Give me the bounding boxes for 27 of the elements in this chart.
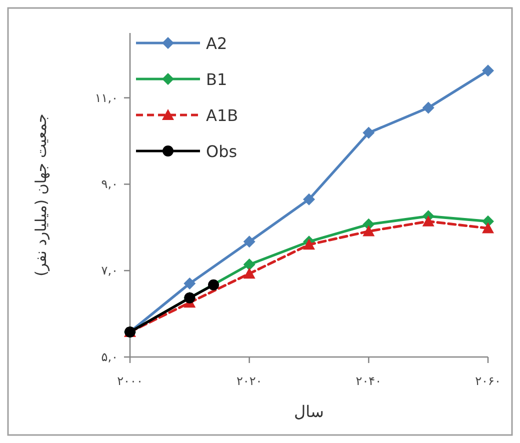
x-tick-label: ۲۰۰۰ <box>117 374 143 388</box>
point <box>362 225 375 236</box>
point <box>243 258 256 271</box>
point <box>482 222 494 234</box>
point <box>362 126 375 139</box>
x-tick-label: ۲۰۶۰ <box>475 374 501 388</box>
y-tick-label: ۹,۰ <box>101 177 118 192</box>
legend-label: B1 <box>206 70 228 89</box>
legend-label: A1B <box>206 106 238 125</box>
x-tick-label: ۲۰۴۰ <box>356 374 382 388</box>
y-tick-label: ۱۱,۰ <box>94 90 118 105</box>
x-tick-label: ۲۰۲۰ <box>236 374 262 388</box>
legend-label: A2 <box>206 34 228 53</box>
point <box>482 64 494 77</box>
point <box>208 279 220 290</box>
x-axis-title: سال <box>294 402 324 421</box>
point <box>184 278 196 290</box>
point <box>303 238 315 250</box>
y-tick-label: ۵,۰ <box>101 350 118 364</box>
y-axis-title: جمعیت جهان (میلیارد نفر) <box>32 114 50 276</box>
point <box>422 215 434 226</box>
point <box>422 102 434 114</box>
point <box>243 236 256 248</box>
point <box>243 268 256 279</box>
legend-label: Obs <box>206 142 238 161</box>
point <box>303 193 315 206</box>
y-tick-label: ۷,۰ <box>101 264 118 278</box>
